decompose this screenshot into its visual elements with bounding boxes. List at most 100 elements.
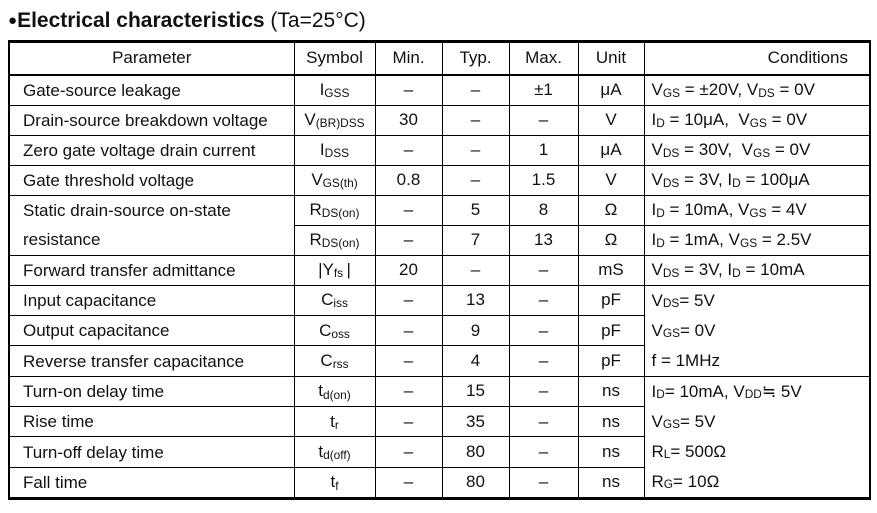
cell-unit: Ω (577, 224, 645, 256)
cell-min: – (374, 406, 443, 438)
cell-max: – (508, 284, 579, 316)
cell-max: 1.5 (508, 164, 579, 196)
conditions-line: f = 1MHz (651, 350, 721, 370)
table-row: Static drain-source on-state resistance … (8, 194, 871, 256)
cell-typ: 35 (441, 406, 510, 438)
table-row: Gate threshold voltage VGS(th) 0.8 – 1.5… (8, 164, 871, 196)
electrical-characteristics-table: Parameter Symbol Min. Typ. Max. Unit Con… (8, 40, 871, 501)
cell-unit: Ω (577, 194, 645, 226)
cell-symbol: tf (293, 466, 376, 500)
cell-typ: – (441, 164, 510, 196)
cell-typ: 15 (441, 375, 510, 408)
page-title: ●Electrical characteristics (Ta=25°C) (8, 9, 869, 33)
cell-max: – (508, 314, 579, 347)
cell-max: 1 (508, 134, 579, 166)
cell-unit: V (577, 104, 645, 136)
cell-max: ±1 (508, 74, 579, 106)
cell-min: 30 (374, 104, 443, 136)
cell-parameter: Reverse transfer capacitance (8, 345, 295, 377)
cell-conditions: VDS = 3V, ID = 10mA (643, 254, 871, 286)
cell-symbol: V(BR)DSS (293, 104, 376, 136)
cell-unit: pF (577, 284, 645, 316)
cell-typ: – (441, 74, 510, 106)
cell-typ: – (441, 134, 510, 166)
cell-symbol: IGSS (293, 74, 376, 106)
cell-unit: μA (577, 74, 645, 106)
title-main: Electrical characteristics (17, 9, 265, 32)
table-row: Fall time tf – 80 – ns (8, 466, 870, 500)
cell-parameter: Fall time (8, 466, 295, 500)
cell-unit: ns (577, 406, 645, 438)
cell-parameter: Forward transfer admittance (8, 254, 295, 286)
cell-typ: 80 (441, 466, 510, 500)
cell-symbol: td(off) (293, 436, 376, 468)
cell-conditions: ID = 1mA, VGS = 2.5V (643, 224, 871, 256)
table-row: Rise time tr – 35 – ns (8, 406, 870, 438)
cell-min: – (374, 345, 443, 377)
cell-min: 20 (374, 254, 443, 286)
cell-unit: ns (577, 466, 645, 500)
cell-typ: – (441, 254, 510, 286)
cell-min: – (374, 466, 443, 500)
cell-parameter: Input capacitance (8, 284, 295, 316)
conditions-line: V GS = 0V (651, 320, 716, 340)
cell-parameter: Zero gate voltage drain current (8, 134, 295, 166)
table-row: Drain-source breakdown voltage V(BR)DSS … (8, 104, 871, 136)
cell-min: – (374, 284, 443, 316)
table-row: Reverse transfer capacitance Crss – 4 – … (8, 345, 870, 377)
table-row: Input capacitance Ciss – 13 – pF V DS = 5… (8, 284, 871, 377)
cell-max: – (508, 375, 579, 408)
cell-symbol: td(on) (293, 375, 376, 408)
cell-symbol: VGS(th) (293, 164, 376, 196)
conditions-line: V DS = 5V (651, 290, 715, 310)
bullet-icon: ● (8, 12, 18, 29)
cell-max: 8 (508, 194, 579, 226)
cell-min: – (374, 224, 443, 256)
column-header-typ: Typ. (441, 41, 510, 76)
cell-parameter: Turn-off delay time (8, 436, 295, 468)
cell-symbol: RDS(on) (293, 194, 376, 226)
table-row: Zero gate voltage drain current IDSS – –… (8, 134, 871, 166)
column-header-conditions: Conditions (643, 41, 871, 76)
cell-unit: ns (577, 375, 645, 408)
cell-unit: pF (577, 345, 645, 377)
cell-typ: – (441, 104, 510, 136)
cell-symbol: IDSS (293, 134, 376, 166)
cell-min: – (374, 436, 443, 468)
cell-symbol: RDS(on) (293, 224, 376, 256)
cell-parameter: Turn-on delay time (8, 375, 295, 408)
header-row: Parameter Symbol Min. Typ. Max. Unit Con… (8, 41, 871, 76)
cell-min: 0.8 (374, 164, 443, 196)
cell-max: – (508, 466, 579, 500)
cell-max: – (508, 436, 579, 468)
table-row: Turn-off delay time td(off) – 80 – ns (8, 436, 870, 468)
conditions-line: V GS = 5V (651, 411, 716, 432)
cell-typ: 9 (441, 314, 510, 347)
title-suffix: (Ta=25°C) (264, 9, 366, 32)
cell-max: – (508, 406, 579, 438)
cell-min: – (374, 194, 443, 226)
cell-parameter: Rise time (8, 406, 295, 438)
cell-unit: pF (577, 314, 645, 347)
cell-conditions: VDS = 3V, ID = 100μA (643, 164, 871, 196)
cell-max: – (508, 104, 579, 136)
cell-parameter: Output capacitance (8, 314, 295, 347)
cell-parameter: Gate threshold voltage (8, 164, 295, 196)
cell-parameter: Gate-source leakage (8, 74, 295, 106)
cell-symbol: tr (293, 406, 376, 438)
cell-parameter: Drain-source breakdown voltage (8, 104, 295, 136)
cell-parameter: Static drain-source on-state resistance (8, 194, 295, 256)
cell-conditions: VGS = ±20V, VDS = 0V (643, 74, 871, 106)
cell-conditions: VDS = 30V, VGS = 0V (643, 134, 871, 166)
cell-symbol: Ciss (293, 284, 376, 316)
cell-symbol: Crss (293, 345, 376, 377)
cell-typ: 5 (441, 194, 510, 226)
cell-unit: ns (577, 436, 645, 468)
cell-symbol: Coss (293, 314, 376, 347)
cell-symbol: |Yfs | (293, 254, 376, 286)
